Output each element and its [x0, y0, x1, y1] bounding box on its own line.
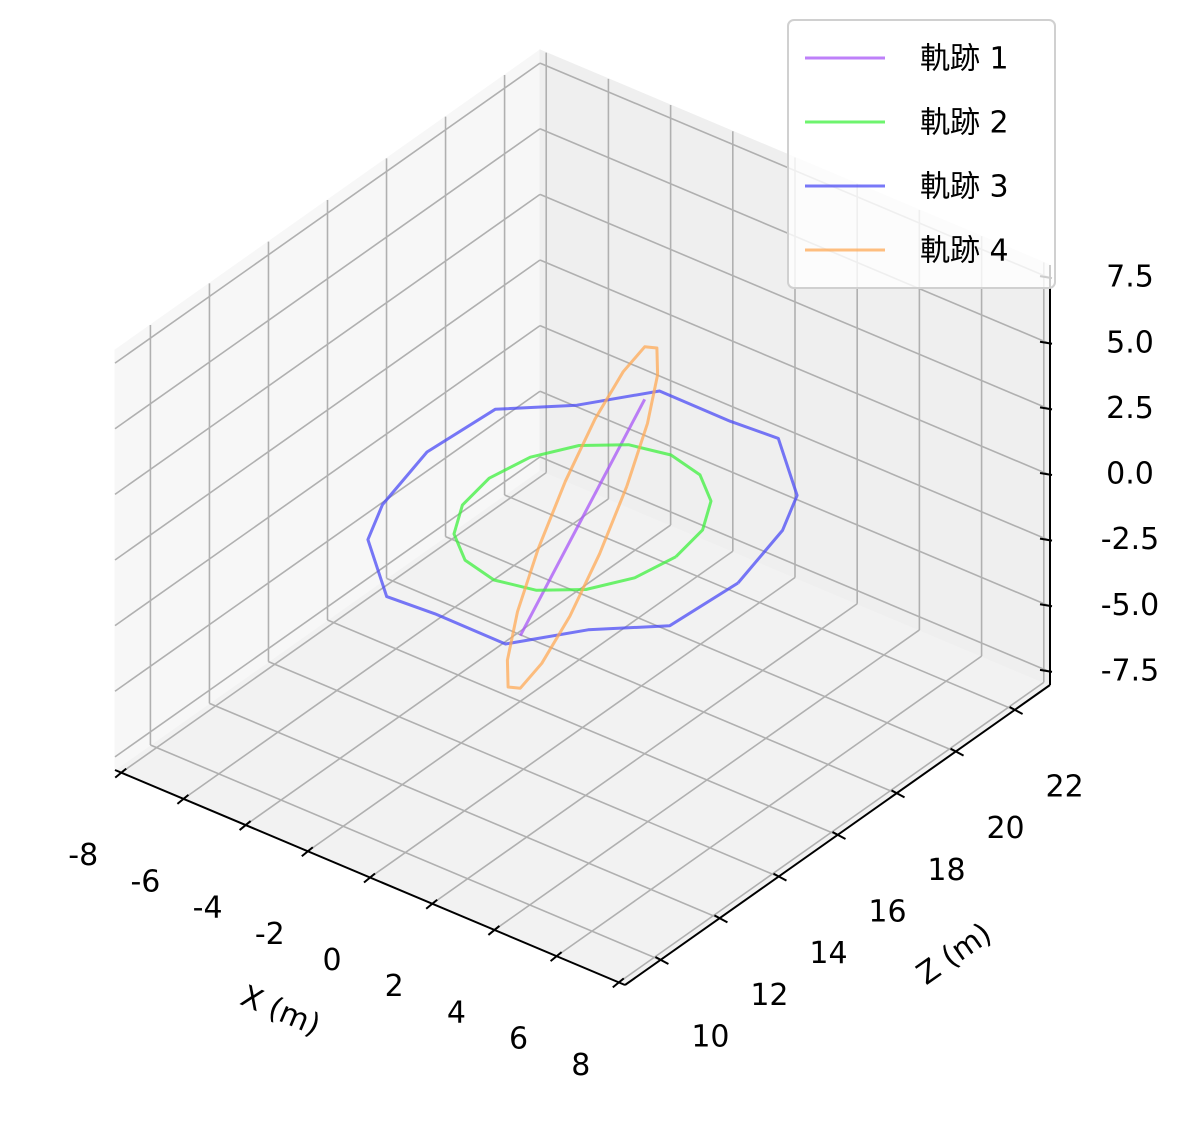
- grid-line: [327, 619, 838, 836]
- grid-line: [150, 744, 661, 961]
- z-tick-label: 2.5: [1106, 391, 1154, 426]
- lines: [366, 345, 799, 690]
- z-tick-label: 7.5: [1106, 260, 1154, 295]
- x-axis-label: X (m): [235, 979, 325, 1044]
- y-tick: [772, 872, 787, 882]
- grid-line: [209, 702, 720, 920]
- axes: -8 -6 -4 -2 0 2 4 6 8 10 12 14 16 18 20 22 -7.5 -5.0 -2.5 0…: [68, 260, 1159, 1083]
- x-tick: [238, 820, 252, 831]
- y-tick: [713, 914, 728, 924]
- y-tick: [891, 789, 906, 799]
- y-tick: [832, 831, 846, 840]
- y-tick-label: 18: [927, 853, 965, 888]
- y-tick-label: 14: [809, 936, 847, 971]
- legend-box: [787, 19, 1056, 289]
- z-tick: [1039, 406, 1053, 411]
- z-tick: [1039, 472, 1053, 476]
- legend-label: 軌跡 3: [920, 170, 1009, 205]
- x-tick: [301, 846, 314, 858]
- z-tick: [1039, 603, 1053, 608]
- y-tick: [950, 747, 965, 757]
- legend-label: 軌跡 2: [920, 106, 1009, 141]
- z-tick-label: -5.0: [1101, 588, 1160, 623]
- grid-line: [268, 660, 779, 878]
- x-tick: [487, 925, 501, 936]
- grid-line: [114, 456, 541, 758]
- legend-label: 軌跡 1: [920, 42, 1009, 77]
- z-tick: [1039, 668, 1053, 673]
- x-tick-label: 6: [509, 1022, 528, 1057]
- y-tick-label: 16: [868, 895, 906, 930]
- grid-line: [504, 494, 1015, 711]
- x-tick-label: -4: [193, 891, 223, 926]
- z-tick: [1039, 340, 1053, 345]
- series-line: [452, 443, 713, 592]
- y-tick-label: 12: [750, 978, 788, 1013]
- series-line: [518, 398, 647, 637]
- x-tick-label: 2: [385, 969, 404, 1004]
- z-tick-label: 0.0: [1106, 457, 1154, 492]
- y-tick: [1009, 706, 1024, 715]
- x-tick: [176, 794, 190, 805]
- x-tick-label: 4: [447, 995, 466, 1030]
- x-tick: [114, 767, 127, 779]
- grid-line: [114, 324, 541, 627]
- grid-line: [114, 390, 541, 692]
- series-line: [366, 389, 799, 646]
- x-tick-label: 0: [322, 943, 341, 978]
- x-tick-label: -2: [255, 917, 285, 952]
- legend-label: 軌跡 4: [920, 234, 1009, 269]
- y-axis-label: Z (m): [911, 916, 999, 992]
- grid-line: [114, 193, 541, 496]
- z-tick-label: -7.5: [1101, 653, 1160, 688]
- z-tick-label: -2.5: [1101, 522, 1160, 557]
- y-tick-label: 10: [691, 1020, 729, 1055]
- grid-line: [386, 577, 897, 795]
- grid-line: [114, 128, 541, 430]
- grid-line: [539, 324, 1051, 542]
- x-tick-label: 8: [571, 1048, 590, 1083]
- legend: 軌跡 1 軌跡 2 軌跡 3 軌跡 4: [787, 19, 1056, 289]
- grid-line: [539, 259, 1051, 476]
- z-tick-label: 5.0: [1106, 325, 1154, 360]
- z-tick: [1039, 537, 1053, 542]
- y-tick-label: 22: [1045, 770, 1083, 805]
- x-tick-label: -6: [130, 864, 160, 899]
- y-tick-label: 20: [986, 811, 1024, 846]
- x-tick: [612, 977, 625, 989]
- x-tick-label: -8: [68, 838, 98, 873]
- x-tick: [425, 898, 438, 910]
- x-tick: [549, 951, 563, 962]
- y-tick: [654, 956, 669, 965]
- x-tick: [363, 872, 376, 884]
- grid-line: [114, 259, 541, 561]
- grid-line: [114, 62, 541, 364]
- grid-line: [539, 193, 1051, 411]
- series-line: [505, 345, 660, 690]
